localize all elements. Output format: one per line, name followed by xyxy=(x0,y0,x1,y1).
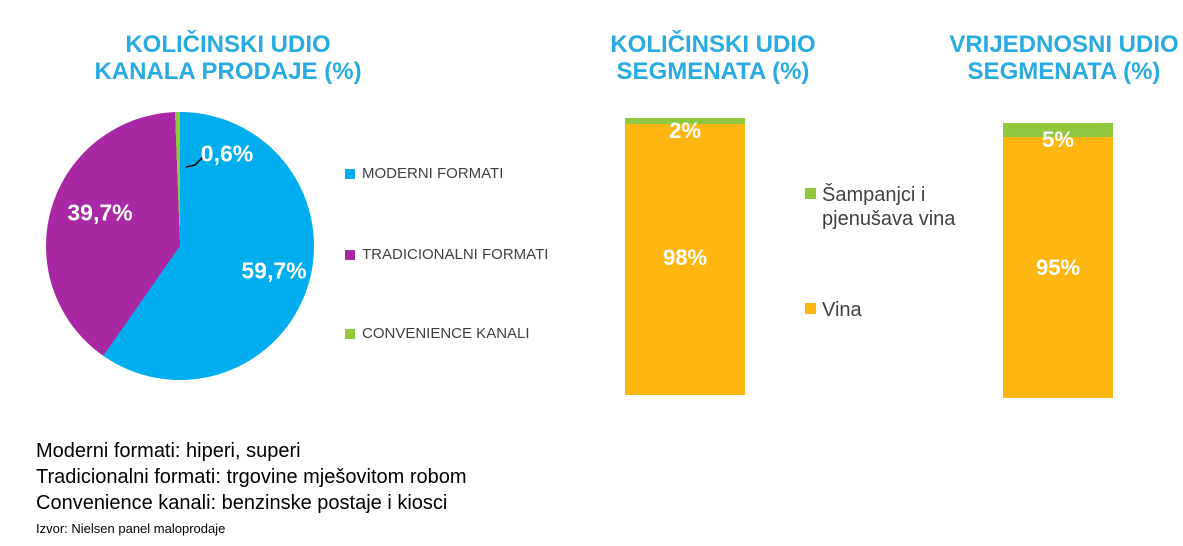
source-note: Izvor: Nielsen panel maloprodaje xyxy=(36,521,226,536)
value-bar-label-sampanjci: 5% xyxy=(1042,127,1074,152)
pie-value-label-moderni: 59,7% xyxy=(241,257,307,284)
volume-bar-title: KOLIČINSKI UDIO SEGMENATA (%) xyxy=(563,31,863,85)
footnote-moderni: Moderni formati: hiperi, superi xyxy=(36,440,301,462)
volume-bar-title-line1: KOLIČINSKI UDIO xyxy=(610,31,816,58)
legend-item-vina: Vina xyxy=(805,298,862,322)
bar-segment-vina xyxy=(625,123,745,395)
volume-stacked-bar xyxy=(625,118,745,395)
legend-label: Šampanjci i pjenušava vina xyxy=(822,184,956,230)
legend-item-convenience-kanali: CONVENIENCE KANALI xyxy=(345,325,530,342)
pie-chart-title-line2: KANALA PRODAJE (%) xyxy=(94,58,362,85)
volume-bar-label-sampanjci: 2% xyxy=(669,118,701,143)
volume-bar-title-line2: SEGMENATA (%) xyxy=(616,58,810,85)
legend-swatch-green xyxy=(345,328,355,339)
bar-segment-vina xyxy=(1003,136,1113,398)
legend-label: CONVENIENCE KANALI xyxy=(362,325,530,342)
legend-item-moderni-formati: MODERNI FORMATI xyxy=(345,165,503,182)
pie-chart-title-line1: KOLIČINSKI UDIO xyxy=(125,31,331,58)
pie-chart-title: KOLIČINSKI UDIO KANALA PRODAJE (%) xyxy=(78,31,378,85)
pie-chart: 59,7% 39,7% 0,6% xyxy=(46,112,314,380)
volume-bar-label-vina: 98% xyxy=(662,245,708,270)
legend-label: TRADICIONALNI FORMATI xyxy=(362,246,549,263)
pie-value-label-convenience: 0,6% xyxy=(200,140,254,167)
value-bar-label-vina: 95% xyxy=(1035,255,1081,280)
pie xyxy=(46,112,314,380)
bar-segment-sampanjci xyxy=(1003,123,1113,137)
value-bar-title-line1: VRIJEDNOSNI UDIO xyxy=(949,31,1179,58)
pie-value-label-tradicionalni: 39,7% xyxy=(67,199,133,226)
footnotes: Moderni formati: hiperi, superi Tradicio… xyxy=(36,438,467,516)
legend-swatch-blue xyxy=(345,168,355,179)
footnote-convenience: Convenience kanali: benzinske postaje i … xyxy=(36,492,448,514)
value-bar-title: VRIJEDNOSNI UDIO SEGMENATA (%) xyxy=(924,31,1183,85)
legend-swatch-green xyxy=(805,188,816,199)
legend-label: MODERNI FORMATI xyxy=(362,165,504,182)
legend-item-tradicionalni-formati: TRADICIONALNI FORMATI xyxy=(345,246,548,263)
legend-item-sampanjci: Šampanjci i pjenušava vina xyxy=(805,183,975,231)
value-bar-title-line2: SEGMENATA (%) xyxy=(967,58,1161,85)
footnote-tradicionalni: Tradicionalni formati: trgovine mješovit… xyxy=(36,466,467,488)
legend-swatch-purple xyxy=(345,249,355,260)
legend-swatch-orange xyxy=(805,303,816,314)
value-stacked-bar xyxy=(1003,123,1113,398)
legend-label: Vina xyxy=(822,299,862,321)
bar-segment-sampanjci xyxy=(625,118,745,124)
